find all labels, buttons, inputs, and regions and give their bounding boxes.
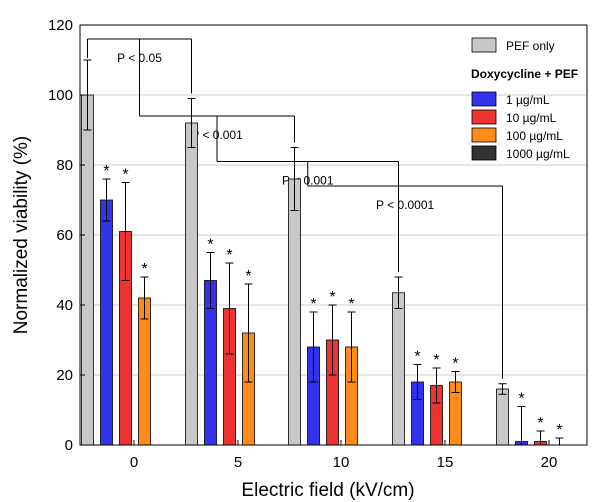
significance-star: *: [452, 356, 458, 373]
legend-label: 100 µg/mL: [506, 129, 563, 143]
legend-group-title: Doxycycline + PEF: [471, 67, 578, 81]
significance-star: *: [245, 268, 251, 285]
significance-star: *: [141, 261, 147, 278]
significance-star: *: [310, 296, 316, 313]
x-axis-title: Electric field (kV/cm): [241, 480, 414, 501]
x-tick-label: 20: [541, 454, 558, 471]
x-tick-label: 5: [234, 454, 242, 471]
bar: [81, 94, 94, 446]
legend-swatch: [471, 109, 497, 125]
y-tick-label: 40: [56, 297, 73, 314]
p-value-label: P < 0.0001: [376, 198, 434, 212]
bar: [185, 122, 198, 446]
significance-star: *: [348, 296, 354, 313]
bar: [496, 388, 509, 446]
x-tick-label: 15: [437, 454, 454, 471]
tick-labels: 0 20 40 60 80 100 120 0 5 10 15 20: [48, 17, 557, 471]
legend-label: 10 µg/mL: [506, 111, 557, 125]
significance-star: *: [414, 349, 420, 366]
bar: [100, 199, 113, 446]
y-tick-label: 20: [56, 367, 73, 384]
y-tick-label: 80: [56, 157, 73, 174]
significance-stars: * * * * * * * * * * * * * * *: [103, 163, 562, 439]
legend-swatch: [471, 145, 497, 161]
significance-star: *: [207, 237, 213, 254]
bar: [392, 292, 405, 446]
x-tick-label: 10: [333, 454, 350, 471]
significance-star: *: [103, 163, 109, 180]
y-tick-label: 120: [48, 17, 73, 34]
x-tick-label: 0: [130, 454, 138, 471]
axes: [79, 24, 588, 446]
legend-label: 1 µg/mL: [506, 93, 550, 107]
legend: PEF only Doxycycline + PEF 1 µg/mL 10 µg/mL…: [471, 37, 578, 161]
legend-label: PEF only: [506, 39, 555, 53]
legend-swatch: [471, 127, 497, 143]
y-tick-label: 0: [65, 437, 73, 454]
y-axis-title: Normalized viability (%): [11, 136, 32, 335]
significance-star: *: [433, 352, 439, 369]
legend-swatch: [471, 91, 497, 107]
significance-star: *: [329, 289, 335, 306]
significance-star: *: [556, 422, 562, 439]
bar: [138, 297, 151, 446]
legend-swatch: [471, 37, 497, 53]
significance-star: *: [518, 391, 524, 408]
bar: [288, 178, 301, 446]
y-tick-label: 100: [48, 87, 73, 104]
legend-label: 1000 µg/mL: [506, 147, 570, 161]
significance-star: *: [226, 247, 232, 264]
significance-star: *: [122, 167, 128, 184]
y-tick-label: 60: [56, 227, 73, 244]
significance-star: *: [537, 415, 543, 432]
